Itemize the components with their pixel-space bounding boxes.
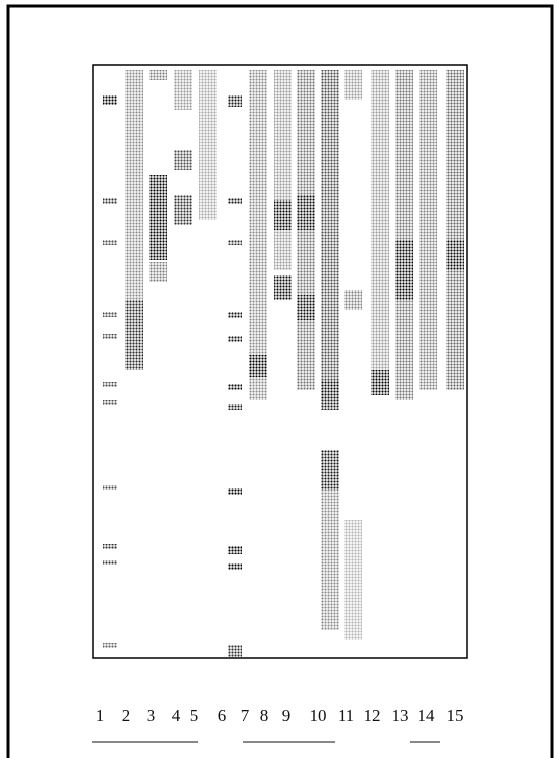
lane-label: 5 [190,706,199,725]
band [149,70,167,80]
band [321,70,339,400]
lane-labels: 1 2 3 4 5 6 7 8 9 10 11 12 13 14 15 [96,706,464,725]
band [174,150,192,170]
lane-label: 7 [241,706,250,725]
band [297,195,315,230]
band [103,485,117,490]
lane-label: 15 [447,706,464,725]
band [228,312,242,318]
lane-label: 4 [172,706,181,725]
band [344,70,362,100]
band [274,200,292,230]
band [228,240,242,245]
band [371,370,389,395]
gel-bands [103,70,464,657]
band [103,643,117,648]
band [149,175,167,260]
lane-label: 9 [282,706,291,725]
band [446,240,464,270]
band [103,240,117,245]
band [344,290,362,310]
band [274,275,292,300]
band [228,198,242,204]
band [228,563,242,570]
lane-label: 3 [147,706,156,725]
band [103,95,117,105]
frame [6,4,554,758]
band [103,400,117,405]
band [321,450,339,490]
lane-label: 2 [122,706,131,725]
band [103,382,117,387]
band [419,70,437,390]
lane-label: 8 [260,706,269,725]
band [321,490,339,630]
band [103,312,117,317]
band [297,295,315,320]
lane-label: 14 [418,706,436,725]
band [446,70,464,390]
band [228,404,242,410]
band [125,70,143,370]
band [395,70,413,400]
lane-label: 10 [310,706,327,725]
band [103,198,117,204]
band [274,70,292,270]
lane-label: 1 [96,706,105,725]
band [103,544,117,549]
band [103,560,117,565]
band [228,384,242,390]
band [344,520,362,640]
lane-label: 12 [364,706,381,725]
band [103,334,117,339]
band [125,300,143,370]
band [395,240,413,300]
band [199,70,217,220]
band [249,355,267,377]
band [371,70,389,370]
band [228,488,242,495]
band [228,95,242,107]
band [149,262,167,282]
band [174,70,192,110]
lane-label: 13 [392,706,409,725]
lane-label: 11 [338,706,354,725]
band [228,546,242,554]
band [228,645,242,657]
band [249,70,267,400]
band [174,195,192,225]
band [228,336,242,342]
band [321,380,339,410]
lane-label: 6 [218,706,227,725]
